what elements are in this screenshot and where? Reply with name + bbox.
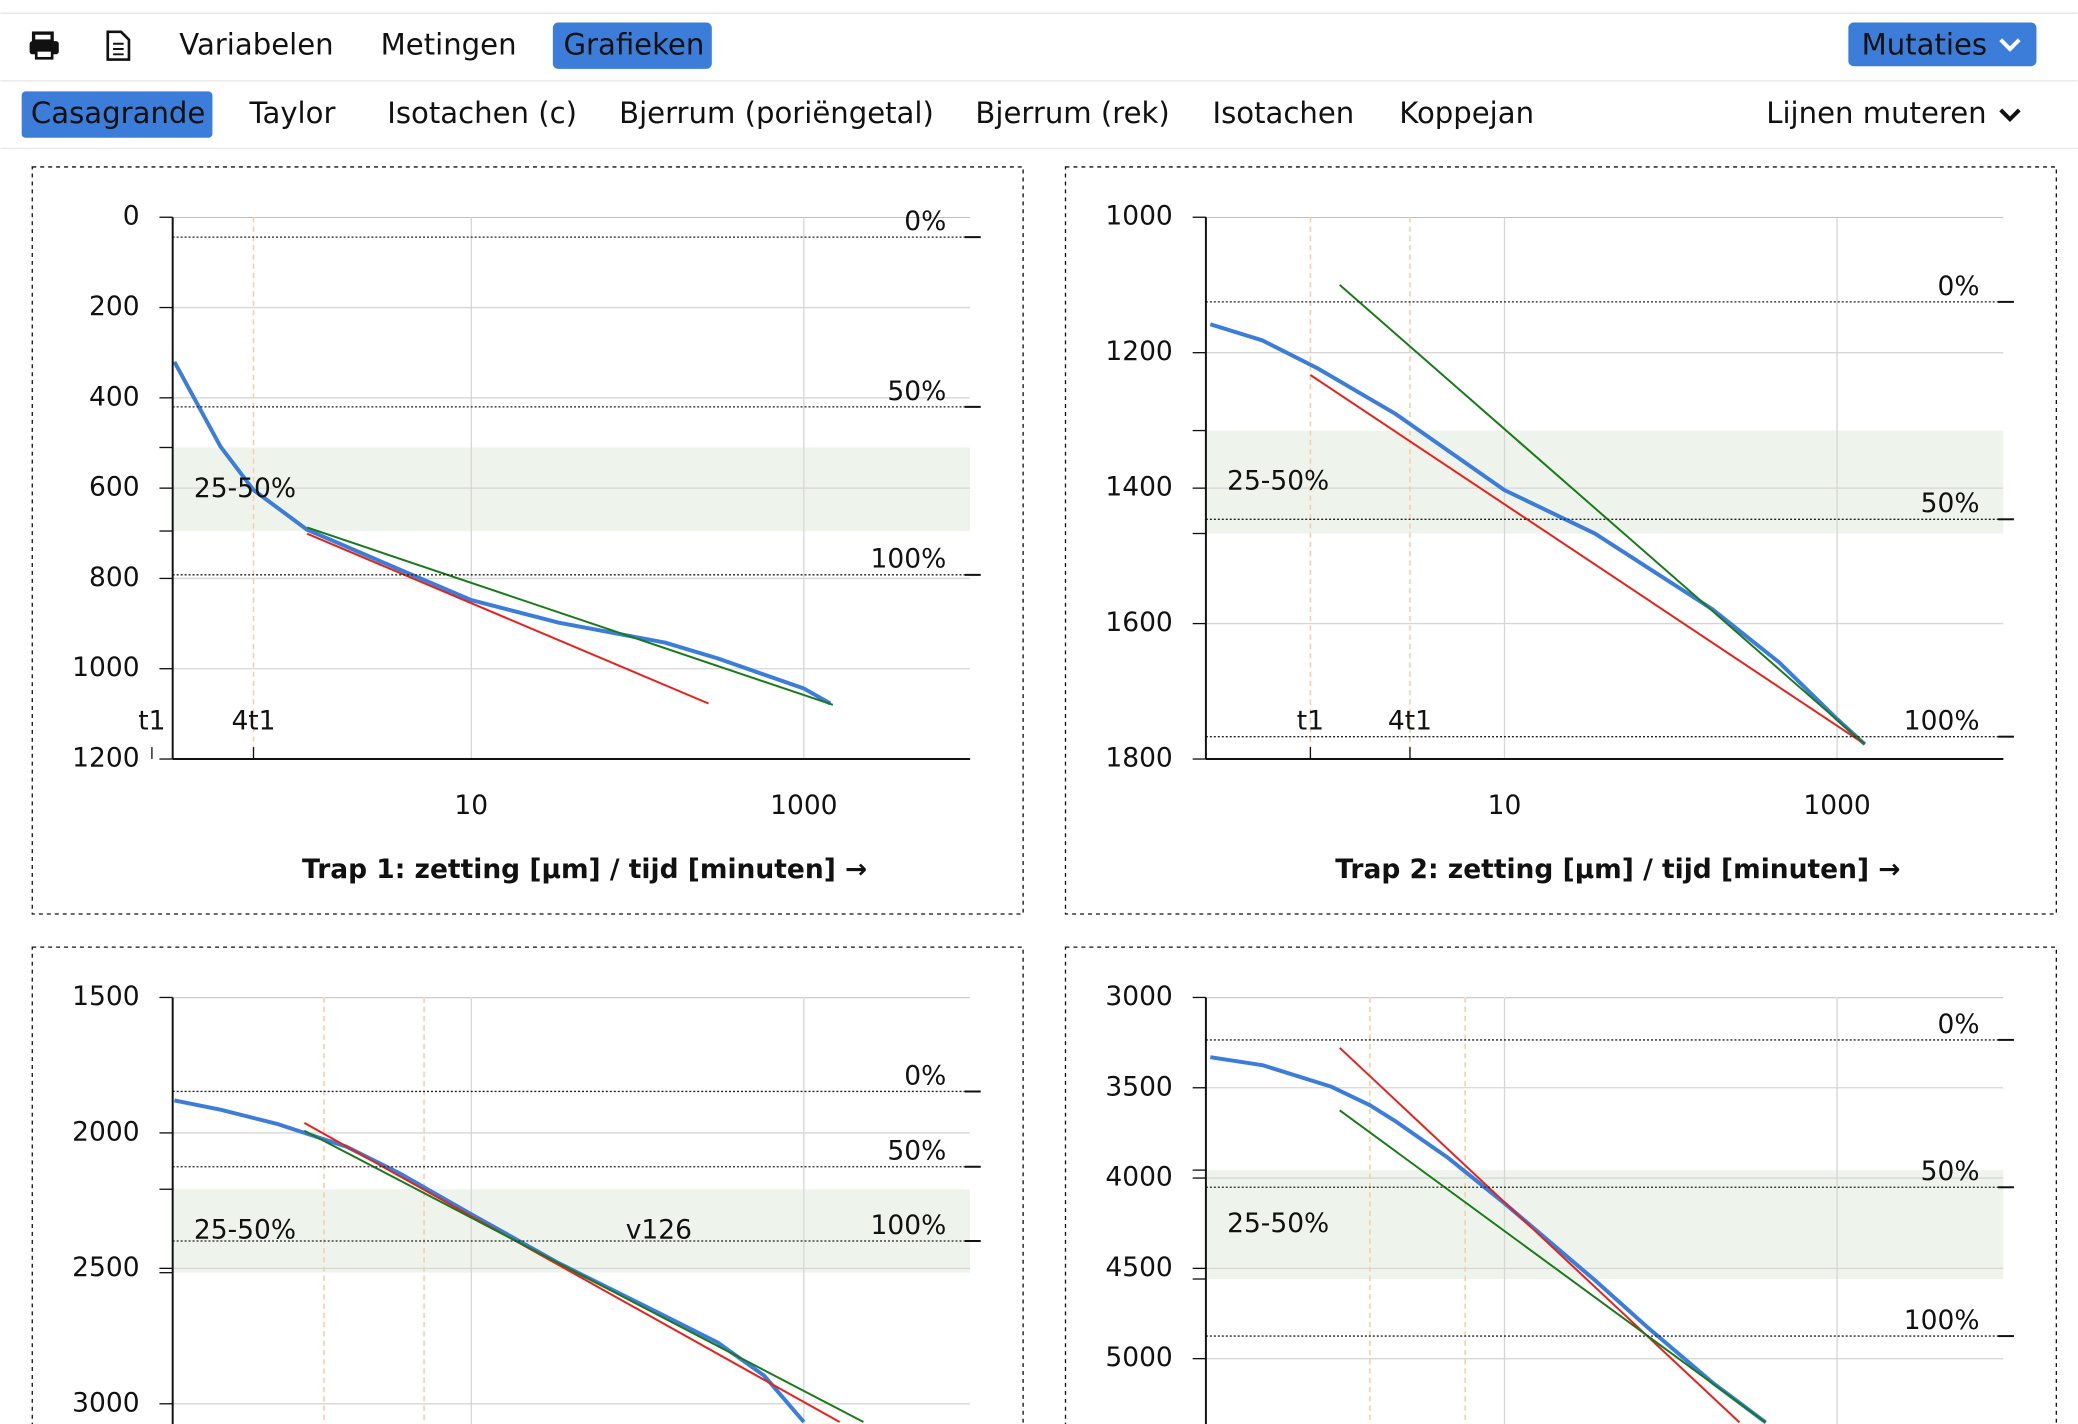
tab-active-bg[interactable] [21, 91, 213, 138]
series-line [306, 532, 709, 705]
series-line [306, 526, 834, 706]
menu-item[interactable]: Grafieken [563, 27, 704, 61]
series-line [1309, 374, 1866, 746]
y-tick-label: 600 [89, 472, 140, 503]
y-tick-label: 1200 [72, 743, 139, 774]
time-marker-label: t1 [1297, 705, 1324, 736]
mutaties-button-bg[interactable] [1848, 22, 2037, 67]
chart: 0 200 400 600 800 1000 1200 10 1000 t1 4t1 0% 50% 100… [31, 166, 1024, 915]
y-tick-label: 4500 [1105, 1252, 1172, 1283]
y-tick-label: 800 [89, 562, 140, 593]
level-label: 50% [887, 376, 946, 407]
chart-frame [1064, 166, 2057, 915]
band [172, 1189, 971, 1273]
y-tick-label: 1200 [1105, 336, 1172, 367]
level-label: 100% [871, 1210, 947, 1241]
mutaties-button[interactable]: Mutaties [1862, 27, 1987, 61]
chart-frame [31, 166, 1024, 915]
plot-area [172, 217, 971, 760]
y-tick-label: 3500 [1105, 1071, 1172, 1102]
document-icon[interactable] [106, 30, 131, 61]
time-marker-label: 4t1 [1388, 705, 1432, 736]
band-label: 25-50% [1227, 1208, 1329, 1239]
tab[interactable]: Taylor [249, 96, 336, 130]
time-marker-label: t1 [138, 705, 165, 736]
plot-area [172, 997, 971, 1424]
chart: 1000 1200 1400 1600 1800 10 1000 t1 4t1 0% 50% 100%… [1064, 166, 2057, 915]
y-tick-label: 1800 [1105, 743, 1172, 774]
level-label: 0% [904, 1060, 946, 1091]
y-tick-label: 1600 [1105, 607, 1172, 638]
y-tick-label: 1400 [1105, 472, 1172, 503]
tab[interactable]: Isotachen [1213, 96, 1355, 130]
tab[interactable]: Isotachen (c) [387, 96, 577, 130]
plot-area [1205, 217, 2004, 760]
band [1205, 1170, 2004, 1280]
level-label: 0% [904, 206, 946, 237]
watermark: v126 [626, 1214, 692, 1245]
band-label: 25-50% [194, 1214, 296, 1245]
y-tick-label: 1500 [72, 981, 139, 1012]
menu-item-active-bg[interactable] [552, 22, 712, 69]
series-line [172, 360, 832, 706]
chart: 300035004000450050001010000%50%100%25-50… [1064, 946, 2057, 1424]
chart-frame [31, 946, 1024, 1424]
print-icon[interactable] [29, 31, 59, 60]
x-tick-label: 10 [454, 790, 488, 821]
series-line [1339, 1047, 1741, 1424]
y-tick-label: 2000 [72, 1116, 139, 1147]
chevron [1999, 38, 2021, 52]
navigation: Variabelen Metingen Grafieken Mutaties Casag… [21, 22, 2037, 138]
chart-title: Trap 2: zetting [μm] / tijd [minuten] → [1335, 854, 1900, 885]
series-line [1209, 1055, 1767, 1424]
y-tick-label: 5000 [1105, 1342, 1172, 1373]
chart-frame [1064, 946, 2057, 1424]
series-line [1339, 284, 1866, 745]
series-line [1209, 322, 1867, 746]
chart-title: Trap 1: zetting [μm] / tijd [minuten] → [302, 854, 867, 885]
x-tick-label: 1000 [1803, 790, 1870, 821]
tab[interactable]: Casagrande [31, 96, 205, 130]
level-label: 50% [887, 1136, 946, 1167]
y-tick-label: 200 [89, 291, 140, 322]
chart: v12615002000250030001010000%50%100%25-50… [31, 946, 1024, 1424]
level-label: 50% [1921, 1156, 1980, 1187]
lines-menu[interactable]: Lijnen muteren [1766, 96, 1986, 130]
menu-item[interactable]: Metingen [381, 27, 517, 61]
y-tick-label: 2500 [72, 1252, 139, 1283]
chevron [1999, 108, 2021, 123]
series-line [303, 1122, 841, 1423]
level-label: 100% [871, 544, 947, 575]
band [172, 447, 971, 532]
tab[interactable]: Koppejan [1399, 96, 1534, 130]
y-tick-label: 3000 [1105, 981, 1172, 1012]
y-tick-label: 0 [123, 201, 140, 232]
y-tick-label: 4000 [1105, 1162, 1172, 1193]
level-label: 100% [1904, 1305, 1980, 1336]
x-tick-label: 1000 [770, 790, 837, 821]
y-tick-label: 1000 [72, 652, 139, 683]
level-label: 0% [1937, 271, 1979, 302]
tab[interactable]: Bjerrum (rek) [975, 96, 1169, 130]
y-tick-label: 1000 [1105, 201, 1172, 232]
band-label: 25-50% [1227, 466, 1329, 497]
series-line [303, 1129, 864, 1423]
y-tick-label: 400 [89, 381, 140, 412]
band-label: 25-50% [194, 473, 296, 504]
level-label: 100% [1904, 706, 1980, 737]
level-label: 0% [1937, 1009, 1979, 1040]
level-label: 50% [1921, 488, 1980, 519]
plot-area [1205, 997, 2004, 1424]
x-tick-label: 10 [1488, 790, 1522, 821]
menu-item[interactable]: Variabelen [179, 27, 333, 61]
tab[interactable]: Bjerrum (poriëngetal) [619, 96, 934, 130]
y-tick-label: 3000 [72, 1387, 139, 1418]
series-line [1339, 1109, 1767, 1424]
time-marker-label: 4t1 [231, 705, 275, 736]
